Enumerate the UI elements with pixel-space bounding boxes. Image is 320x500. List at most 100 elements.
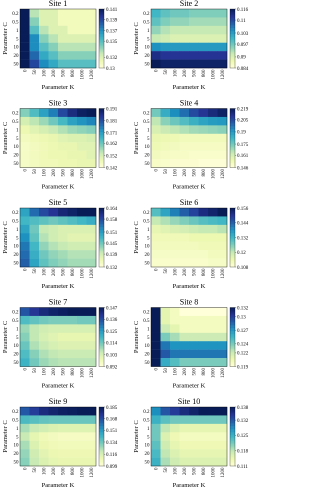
colorbar-segment <box>230 411 235 414</box>
colorbar-segment <box>99 448 104 450</box>
heatmap-cell <box>217 415 228 425</box>
colorbar-segment <box>230 345 235 348</box>
y-tick-label: 1 <box>16 228 19 233</box>
heatmap-cell <box>179 457 190 467</box>
y-tick-label: 5 <box>147 435 150 440</box>
heatmap-cell <box>151 241 161 251</box>
heatmap-cell <box>151 116 161 126</box>
heatmap-cell <box>86 415 97 425</box>
heatmap-cell <box>39 349 49 359</box>
heatmap-cell <box>160 216 171 226</box>
heatmap-cell <box>39 9 49 18</box>
heatmap-cell <box>20 17 30 27</box>
heatmap-cell <box>77 423 87 433</box>
plot-frame <box>150 406 228 467</box>
colorbar-segment <box>230 112 235 115</box>
x-tick-label: 1200 <box>90 368 95 379</box>
heatmap-cell <box>151 159 161 168</box>
colorbar-segment <box>230 307 235 310</box>
heatmap-cell <box>29 133 40 143</box>
colorbar-tick-label: 0.122 <box>237 352 249 357</box>
y-tick-label: 50 <box>145 361 151 366</box>
colorbar-segment <box>230 418 235 421</box>
plot-frame <box>19 406 97 467</box>
colorbar-segment <box>230 238 235 241</box>
heatmap-cell <box>189 233 199 242</box>
heatmap-cell <box>20 432 30 441</box>
heatmap-cell <box>20 324 30 333</box>
heatmap-cell <box>86 332 97 342</box>
colorbar-segment <box>99 433 104 436</box>
heatmap-cell <box>20 332 30 342</box>
colorbar-segment <box>230 463 235 465</box>
heatmap-cell <box>179 407 190 416</box>
colorbar-segment <box>230 221 235 223</box>
heatmap-cell <box>86 116 97 126</box>
colorbar-segment <box>230 29 235 32</box>
x-tick-label: 500 <box>193 467 198 475</box>
heatmap-cell <box>48 125 59 134</box>
colorbar-segment <box>99 342 104 345</box>
heatmap-cell <box>86 407 97 416</box>
heatmap-cell <box>20 150 30 160</box>
y-axis-label: Parameter C <box>133 420 140 452</box>
heatmap-cell <box>217 315 228 325</box>
heatmap-cell <box>48 415 59 425</box>
colorbar-tick-label: 0.125 <box>106 330 118 335</box>
colorbar-segment <box>99 114 104 117</box>
colorbar-segment <box>99 133 104 136</box>
heatmap-cell <box>48 142 59 151</box>
colorbar-segment <box>230 129 235 131</box>
heatmap-cell <box>48 42 59 52</box>
colorbar-segment <box>230 16 235 19</box>
heatmap-cell <box>58 241 68 251</box>
heatmap-cell <box>48 258 59 268</box>
heatmap-cell <box>77 9 87 18</box>
heatmap-cell <box>48 358 59 367</box>
colorbar-tick-label: 0.103 <box>237 32 249 37</box>
colorbar-tick-label: 0.132 <box>237 419 249 424</box>
heatmap-cell <box>29 241 40 251</box>
heatmap-cell <box>67 258 78 268</box>
heatmap-cell <box>151 9 161 18</box>
heatmap-cell <box>39 34 49 43</box>
colorbar-segment <box>99 219 104 222</box>
heatmap-cell <box>208 142 218 151</box>
colorbar-segment <box>230 231 235 234</box>
colorbar-tick-label: 0.114 <box>106 342 118 347</box>
heatmap-cell <box>170 34 180 43</box>
colorbar-segment <box>99 108 104 111</box>
heatmap-cell <box>20 457 30 467</box>
colorbar-tick-label: 0.134 <box>106 441 118 446</box>
colorbar-segment <box>230 63 235 66</box>
heatmap-cell <box>58 34 68 43</box>
colorbar-segment <box>230 331 235 333</box>
colorbar-segment <box>99 25 104 27</box>
colorbar-segment <box>230 47 235 50</box>
heatmap-cell <box>58 341 68 350</box>
colorbar-segment <box>99 53 104 55</box>
colorbar-segment <box>230 433 235 436</box>
colorbar-segment <box>99 332 104 335</box>
heatmap-cell <box>58 116 68 126</box>
heatmap-cell <box>77 159 87 168</box>
heatmap-cell <box>198 159 209 168</box>
heatmap-cell <box>20 224 30 234</box>
heatmap-cell <box>48 349 59 359</box>
heatmap-cell <box>58 315 68 325</box>
colorbar-segment <box>99 158 104 161</box>
heatmap-cell <box>189 34 199 43</box>
heatmap-cell <box>170 307 180 317</box>
x-tick-label: 0 <box>24 268 29 271</box>
heatmap-cell <box>170 59 180 69</box>
y-tick-label: 20 <box>145 452 151 457</box>
colorbar-segment <box>230 457 235 459</box>
heatmap-cell <box>29 34 40 43</box>
heatmap-cell <box>48 51 59 60</box>
colorbar-segment <box>99 23 104 26</box>
y-tick-label: 1 <box>16 128 19 133</box>
x-tick-label: 1000 <box>81 169 86 180</box>
heatmap-cell <box>160 315 171 325</box>
